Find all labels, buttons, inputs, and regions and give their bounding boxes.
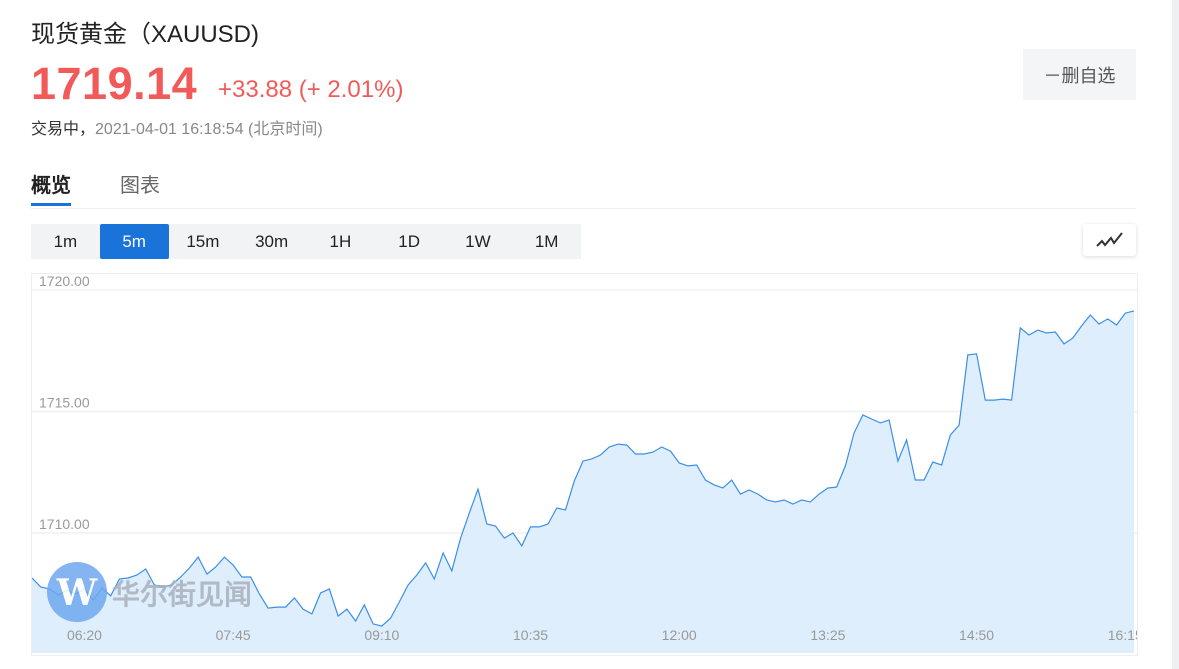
trading-status: 交易中，2021-04-01 16:18:54 (北京时间) [31, 115, 323, 139]
y-tick-label: 1710.00 [39, 516, 90, 532]
watermark-logo-letter: W [56, 572, 98, 614]
chart-type-button[interactable] [1083, 224, 1136, 256]
timeframe-1m[interactable]: 1m [31, 224, 100, 259]
x-tick-label: 12:00 [662, 627, 697, 643]
timeframe-1w[interactable]: 1W [444, 224, 513, 259]
current-price: 1719.14 [31, 58, 198, 109]
remove-from-watchlist-button[interactable]: －删自选 [1023, 49, 1136, 100]
y-tick-label: 1715.00 [39, 395, 90, 411]
price-change: +33.88 (+ 2.01%) [218, 76, 404, 103]
y-tick-label: 1720.00 [39, 274, 90, 289]
timeframe-30m[interactable]: 30m [237, 224, 306, 259]
timeframe-1d[interactable]: 1D [375, 224, 444, 259]
price-area-fill [32, 310, 1134, 653]
x-tick-label: 06:20 [67, 627, 102, 643]
x-tick-label: 13:25 [810, 627, 845, 643]
status-text: 交易中， [31, 121, 96, 138]
watermark-text: 华尔街见闻 [112, 578, 252, 611]
watermark-circle-icon [47, 562, 107, 622]
x-tick-label: 16:15 [1108, 627, 1138, 643]
timeframe-selector: 1m 5m 15m 30m 1H 1D 1W 1M [31, 224, 581, 259]
watermark-logo: W 华尔街见闻 [47, 562, 252, 622]
active-tab-indicator [31, 203, 71, 206]
timeframe-15m[interactable]: 15m [169, 224, 238, 259]
x-tick-label: 07:45 [216, 627, 251, 643]
timeframe-1mo[interactable]: 1M [512, 224, 581, 259]
x-tick-label: 14:50 [959, 627, 994, 643]
tab-overview[interactable]: 概览 [31, 175, 71, 197]
timeframe-5m[interactable]: 5m [99, 224, 169, 259]
x-tick-label: 09:10 [364, 627, 399, 643]
timezone: (北京时间) [248, 121, 323, 138]
page-scrollbar[interactable] [1172, 0, 1179, 669]
price-chart-svg: 1720.00 1715.00 1710.00 W 华尔街见闻 06:20 07:45… [32, 274, 1138, 653]
timestamp: 2021-04-01 16:18:54 [95, 121, 244, 138]
tabs-divider [31, 208, 1136, 209]
line-chart-icon [1095, 232, 1123, 247]
price-line [32, 310, 1135, 627]
instrument-title: 现货黄金（XAUUSD) [31, 21, 260, 48]
timeframe-1h[interactable]: 1H [306, 224, 375, 259]
x-tick-label: 10:35 [513, 627, 548, 643]
price-chart: 1720.00 1715.00 1710.00 W 华尔街见闻 06:20 07:45… [31, 273, 1138, 656]
tab-chart[interactable]: 图表 [120, 175, 160, 197]
